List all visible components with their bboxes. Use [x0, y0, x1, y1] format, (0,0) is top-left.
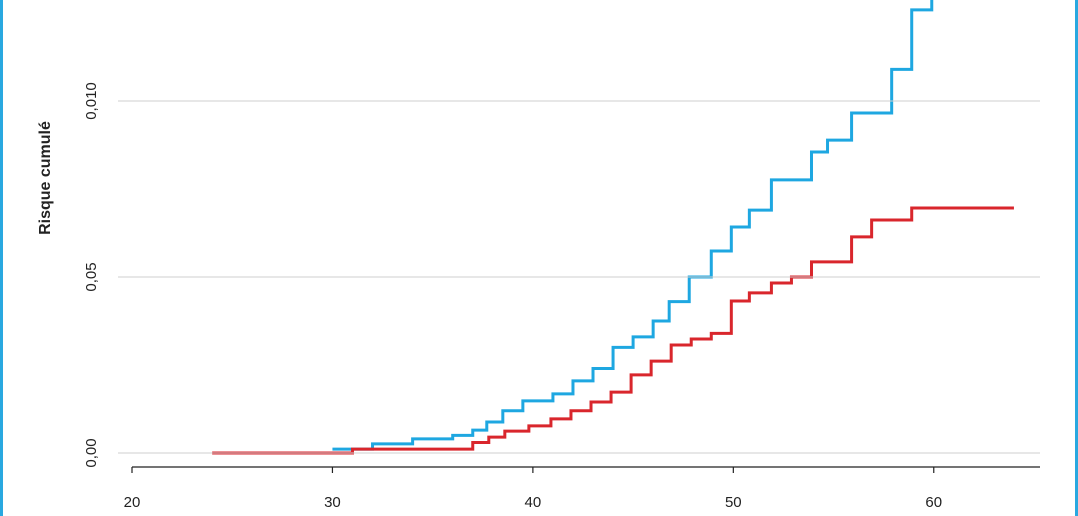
plot-area	[212, 0, 1014, 455]
x-tick-label: 30	[324, 494, 341, 511]
y-tick-label: 0,010	[83, 82, 100, 120]
step-line	[332, 0, 934, 451]
y-tick-label: 0,00	[83, 438, 100, 467]
step-line	[212, 206, 1014, 455]
x-tick-label: 20	[124, 494, 141, 511]
x-tick-label: 60	[925, 494, 942, 511]
y-tick-label: 0,05	[83, 262, 100, 291]
x-tick-label: 40	[525, 494, 542, 511]
y-axis-label: Risque cumulé	[37, 121, 54, 235]
x-tick-label: 50	[725, 494, 742, 511]
